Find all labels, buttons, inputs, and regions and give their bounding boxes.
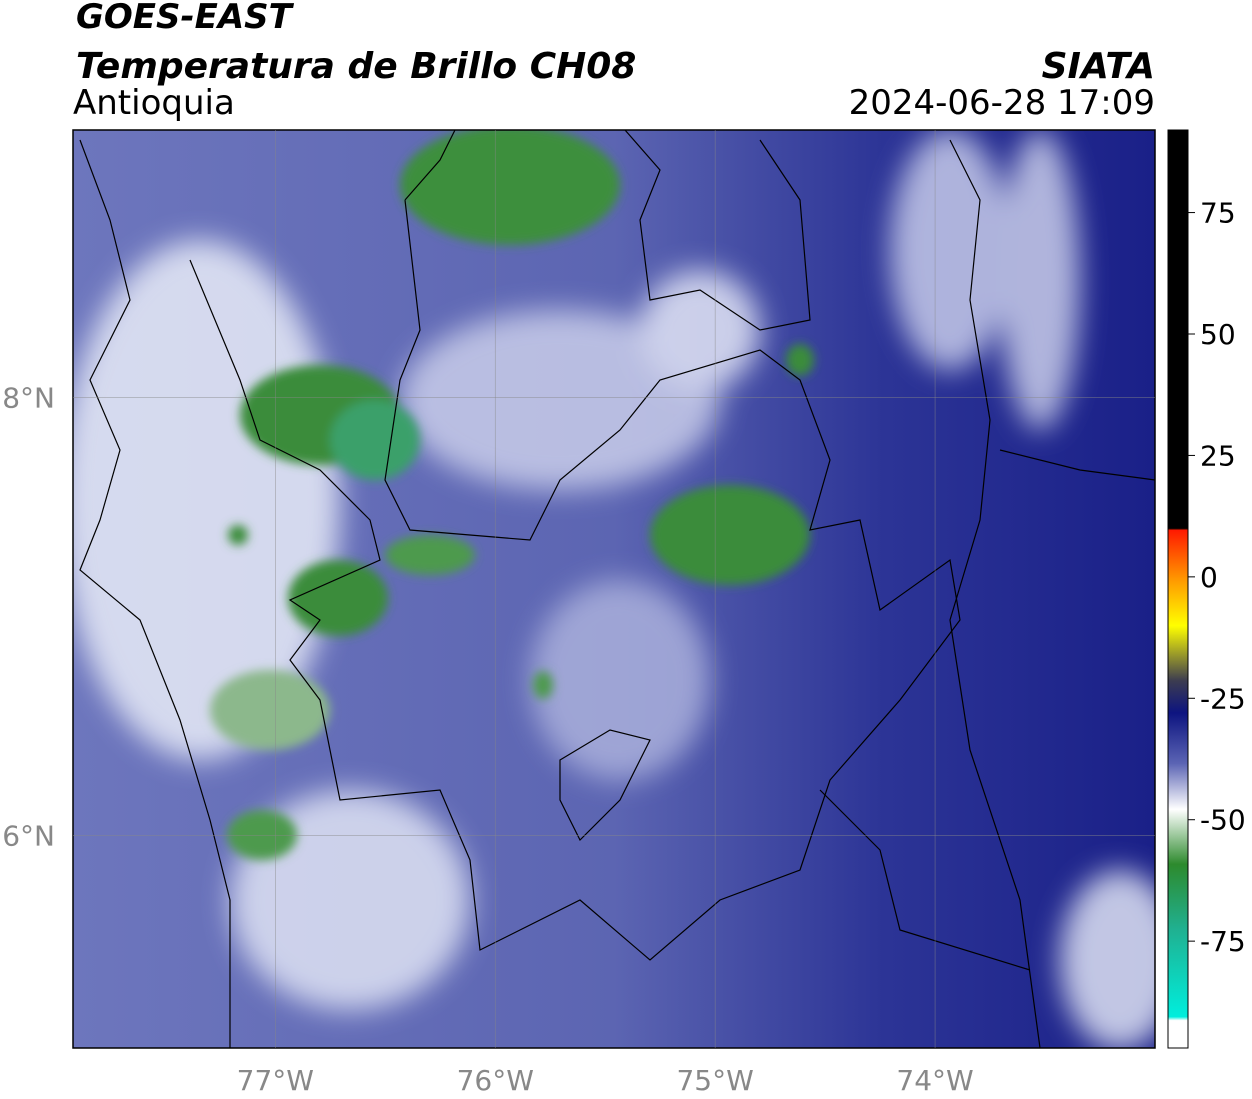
datetime: 2024-06-28 17:09 [849,83,1155,123]
y-tick-label: 6°N [2,819,55,852]
map-field [73,130,1155,1048]
subtitle: Temperatura de Brillo CH08 [76,46,636,87]
colorbar-tick-label: -50 [1200,804,1246,837]
map-frame [72,129,1156,1049]
source: SIATA [1042,46,1155,87]
x-tick-label: 74°W [896,1064,973,1097]
title: GOES-EAST [76,0,295,37]
colorbar [1167,129,1189,1049]
region: Antioquia [73,83,235,123]
colorbar-tick-label: 0 [1200,561,1218,594]
colorbar-tick-label: 75 [1200,197,1236,230]
x-tick-label: 75°W [676,1064,753,1097]
colorbar-tick-label: 50 [1200,318,1236,351]
x-tick-label: 76°W [457,1064,534,1097]
y-tick-label: 8°N [2,381,55,414]
colorbar-tick-label: -75 [1200,925,1246,958]
colorbar-tick-label: 25 [1200,439,1236,472]
colorbar-tick-label: -25 [1200,682,1246,715]
x-tick-label: 77°W [237,1064,314,1097]
